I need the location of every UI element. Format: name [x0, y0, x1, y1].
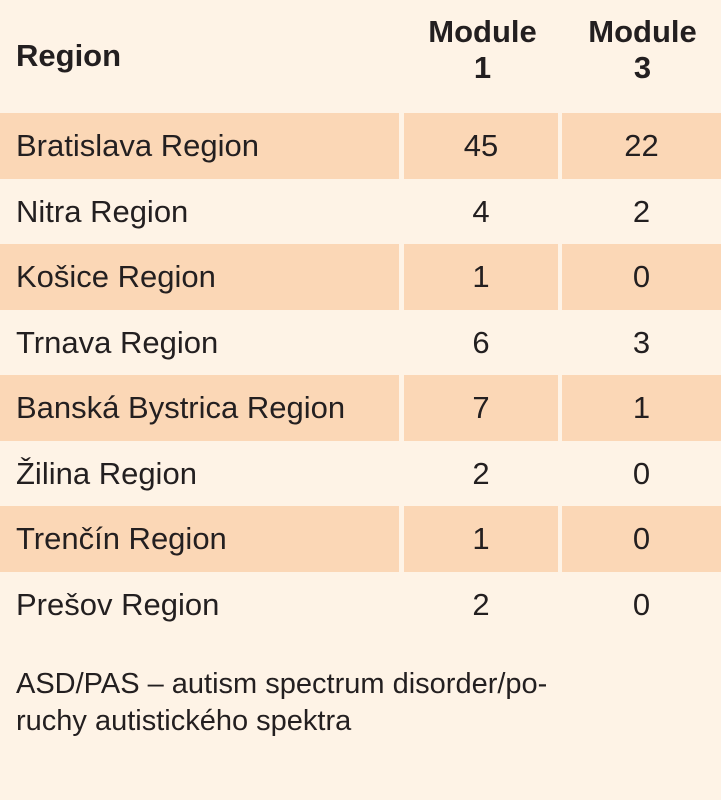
- cell-module-3: 0: [632, 586, 651, 622]
- cell-module-3: 0: [632, 455, 651, 491]
- cell-region: Prešov Region: [16, 586, 220, 622]
- header-region: Region: [16, 38, 122, 73]
- table-row: Banská Bystrica Region 7 1: [0, 375, 721, 441]
- cell-module-3: 1: [562, 375, 721, 441]
- cell-module-3: 22: [562, 113, 721, 179]
- header-module-3: Module 3: [564, 14, 721, 86]
- cell-region: Nitra Region: [16, 193, 189, 229]
- footnote-line-2: ruchy autistického spektra: [16, 705, 352, 737]
- table-row: Košice Region 1 0: [0, 244, 721, 310]
- header-module-3-line1: Module: [588, 14, 697, 49]
- cell-region: Banská Bystrica Region: [0, 375, 399, 441]
- cell-module-3: 2: [632, 193, 651, 229]
- header-module-3-line2: 3: [633, 50, 652, 85]
- header-module-1: Module 1: [405, 14, 560, 86]
- table-body: Bratislava Region 45 22 Nitra Region 4 2…: [0, 113, 721, 637]
- table-row: Prešov Region 2 0: [0, 572, 721, 638]
- cell-region: Trnava Region: [16, 324, 219, 360]
- cell-module-1: 1: [404, 506, 558, 572]
- header-module-1-line1: Module: [428, 14, 537, 49]
- cell-module-1: 6: [472, 324, 490, 360]
- cell-region: Bratislava Region: [0, 113, 399, 179]
- table-row: Bratislava Region 45 22: [0, 113, 721, 179]
- table-row: Nitra Region 4 2: [0, 179, 721, 245]
- cell-module-3: 3: [632, 324, 651, 360]
- table-footnote: ASD/PAS – autism spectrum disorder/po- r…: [16, 666, 706, 740]
- footnote-line-1: ASD/PAS – autism spectrum disorder/po-: [16, 668, 548, 700]
- cell-module-1: 2: [472, 455, 490, 491]
- cell-module-1: 45: [404, 113, 558, 179]
- cell-region: Žilina Region: [16, 455, 197, 491]
- header-module-1-line2: 1: [473, 50, 492, 85]
- cell-module-3: 0: [562, 244, 721, 310]
- cell-region: Trenčín Region: [0, 506, 399, 572]
- table-header: Region Module 1 Module 3: [0, 0, 721, 113]
- cell-module-1: 7: [404, 375, 558, 441]
- cell-module-3: 0: [562, 506, 721, 572]
- cell-module-1: 4: [472, 193, 490, 229]
- table-row: Žilina Region 2 0: [0, 441, 721, 507]
- cell-module-1: 2: [472, 586, 490, 622]
- cell-region: Košice Region: [0, 244, 399, 310]
- table-row: Trenčín Region 1 0: [0, 506, 721, 572]
- cell-module-1: 1: [404, 244, 558, 310]
- table-row: Trnava Region 6 3: [0, 310, 721, 376]
